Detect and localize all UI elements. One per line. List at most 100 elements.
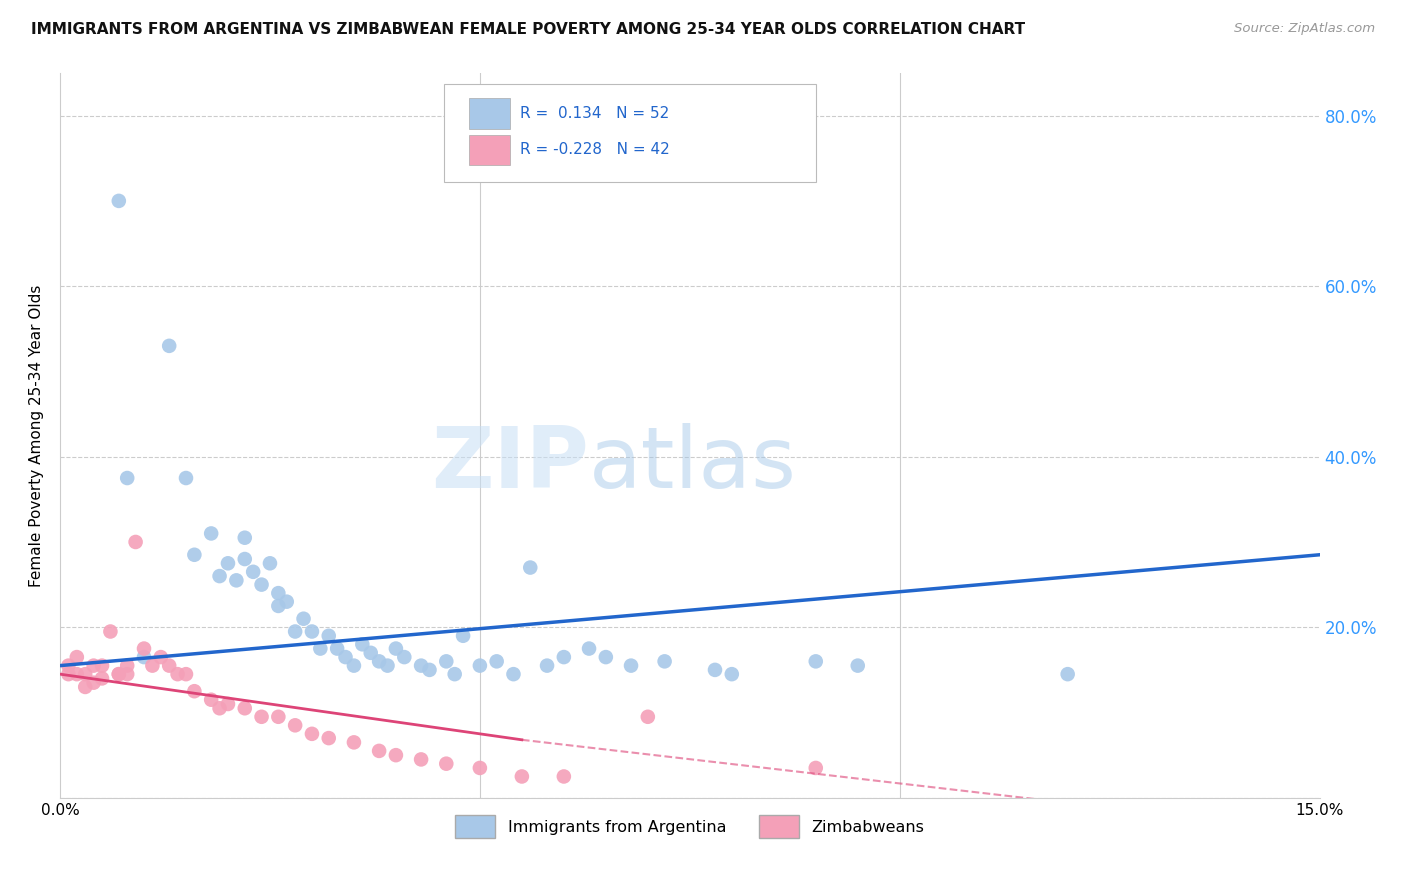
Point (510, 769, 533, 783)
Point (846, 658, 869, 673)
Point (250, 710, 273, 724)
Point (284, 624, 307, 639)
Point (654, 654, 676, 668)
Legend: Immigrants from Argentina, Zimbabweans: Immigrants from Argentina, Zimbabweans (449, 809, 931, 844)
Point (267, 586, 290, 600)
Text: ZIP: ZIP (432, 423, 589, 506)
Point (66, 650, 89, 665)
Point (394, 650, 416, 665)
Point (233, 701, 256, 715)
Point (242, 565, 264, 579)
Point (174, 667, 197, 681)
Point (519, 560, 541, 574)
FancyBboxPatch shape (470, 98, 510, 128)
Point (233, 531, 256, 545)
Point (217, 556, 239, 570)
Text: IMMIGRANTS FROM ARGENTINA VS ZIMBABWEAN FEMALE POVERTY AMONG 25-34 YEAR OLDS COR: IMMIGRANTS FROM ARGENTINA VS ZIMBABWEAN … (31, 22, 1025, 37)
Point (1056, 667, 1078, 681)
Point (318, 731, 340, 745)
Point (411, 658, 433, 673)
FancyBboxPatch shape (470, 135, 510, 165)
Point (250, 577, 273, 591)
Point (200, 526, 222, 541)
Point (451, 629, 474, 643)
Point (108, 667, 131, 681)
Point (804, 654, 827, 668)
Point (208, 569, 231, 583)
Point (385, 641, 408, 656)
Point (58, 667, 80, 681)
Point (157, 658, 180, 673)
Point (100, 624, 122, 639)
Point (335, 650, 357, 665)
Point (411, 752, 433, 766)
Point (108, 194, 131, 208)
Point (83, 675, 105, 690)
Point (267, 710, 290, 724)
Point (443, 667, 465, 681)
Point (377, 658, 399, 673)
Point (132, 650, 155, 665)
Point (75, 680, 97, 694)
FancyBboxPatch shape (444, 84, 815, 182)
Point (141, 658, 163, 673)
Point (434, 756, 457, 771)
Point (132, 641, 155, 656)
Point (595, 650, 617, 665)
Point (352, 637, 374, 651)
Point (360, 646, 382, 660)
Point (208, 701, 231, 715)
Point (284, 718, 307, 732)
Point (166, 667, 188, 681)
Point (259, 556, 281, 570)
Point (418, 663, 440, 677)
Text: Source: ZipAtlas.com: Source: ZipAtlas.com (1234, 22, 1375, 36)
Point (225, 574, 247, 588)
Point (174, 471, 197, 485)
Point (485, 654, 508, 668)
Point (233, 552, 256, 566)
Point (267, 599, 290, 613)
Point (58, 658, 80, 673)
Point (343, 735, 366, 749)
Point (553, 769, 575, 783)
Point (301, 624, 323, 639)
Point (301, 727, 323, 741)
Text: R = -0.228   N = 42: R = -0.228 N = 42 (520, 143, 669, 157)
Point (385, 748, 408, 763)
Point (536, 658, 558, 673)
Point (368, 654, 391, 668)
Point (183, 548, 205, 562)
Point (91, 658, 114, 673)
Point (620, 658, 643, 673)
Point (108, 667, 131, 681)
Point (183, 684, 205, 698)
Point (720, 667, 742, 681)
Point (343, 658, 366, 673)
Point (318, 629, 340, 643)
Point (578, 641, 600, 656)
Point (468, 658, 491, 673)
Point (804, 761, 827, 775)
Point (326, 641, 349, 656)
Point (468, 761, 491, 775)
Point (276, 595, 298, 609)
Point (434, 654, 457, 668)
Point (637, 710, 659, 724)
Point (292, 612, 315, 626)
Point (91, 672, 114, 686)
Point (115, 471, 138, 485)
Y-axis label: Female Poverty Among 25-34 Year Olds: Female Poverty Among 25-34 Year Olds (30, 285, 44, 587)
Point (502, 667, 524, 681)
Point (75, 667, 97, 681)
Point (66, 667, 89, 681)
Point (704, 663, 727, 677)
Point (157, 339, 180, 353)
Text: atlas: atlas (589, 423, 797, 506)
Point (83, 658, 105, 673)
Text: R =  0.134   N = 52: R = 0.134 N = 52 (520, 106, 669, 121)
Point (149, 650, 172, 665)
Point (124, 535, 146, 549)
Point (115, 667, 138, 681)
Point (553, 650, 575, 665)
